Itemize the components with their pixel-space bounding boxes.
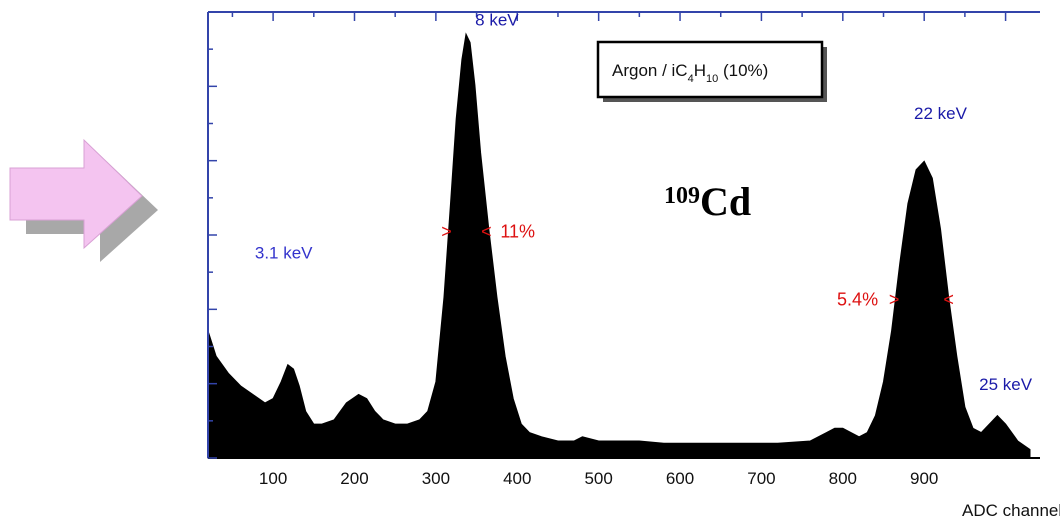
isotope-mass: 109 xyxy=(664,183,700,209)
x-tick-label: 200 xyxy=(340,469,368,488)
peak-label: 25 keV xyxy=(979,375,1033,394)
fwhm-marker-right: < xyxy=(943,289,954,309)
fwhm-marker-left: > xyxy=(441,222,452,242)
fwhm-value: 5.4% xyxy=(837,289,878,309)
fwhm-marker-right: < xyxy=(481,222,492,242)
x-tick-labels: 100 200 300 400 500 600 700 800 900 xyxy=(259,469,938,488)
axes xyxy=(207,11,1040,459)
isotope-label: 109Cd xyxy=(664,179,751,224)
x-axis-label: ADC channel xyxy=(962,501,1060,520)
x-tick-label: 500 xyxy=(584,469,612,488)
x-tick-label: 100 xyxy=(259,469,287,488)
peak-label: 22 keV xyxy=(914,104,968,123)
legend: Argon / iC4H10 (10%) xyxy=(596,40,827,102)
annotations: 3.1 keV 8 keV 22 keV 25 keV > <11% > <5.4% xyxy=(255,11,1033,395)
peak-label: 8 keV xyxy=(475,11,519,30)
fwhm-value: 11% xyxy=(500,222,535,242)
x-tick-label: 300 xyxy=(422,469,450,488)
peak-label: 3.1 keV xyxy=(255,244,313,263)
legend-label: Argon / iC4H10 (10%) xyxy=(612,61,768,85)
plot-area xyxy=(207,32,1031,459)
arrow-icon xyxy=(9,138,158,262)
fwhm-marker-left: > xyxy=(889,289,900,309)
spectrum-area xyxy=(207,32,1031,459)
legend-box xyxy=(596,40,824,99)
x-tick-label: 900 xyxy=(910,469,938,488)
x-tick-label: 600 xyxy=(666,469,694,488)
x-tick-label: 400 xyxy=(503,469,531,488)
x-tick-label: 700 xyxy=(747,469,775,488)
isotope-symbol: Cd xyxy=(700,179,751,224)
x-tick-label: 800 xyxy=(829,469,857,488)
